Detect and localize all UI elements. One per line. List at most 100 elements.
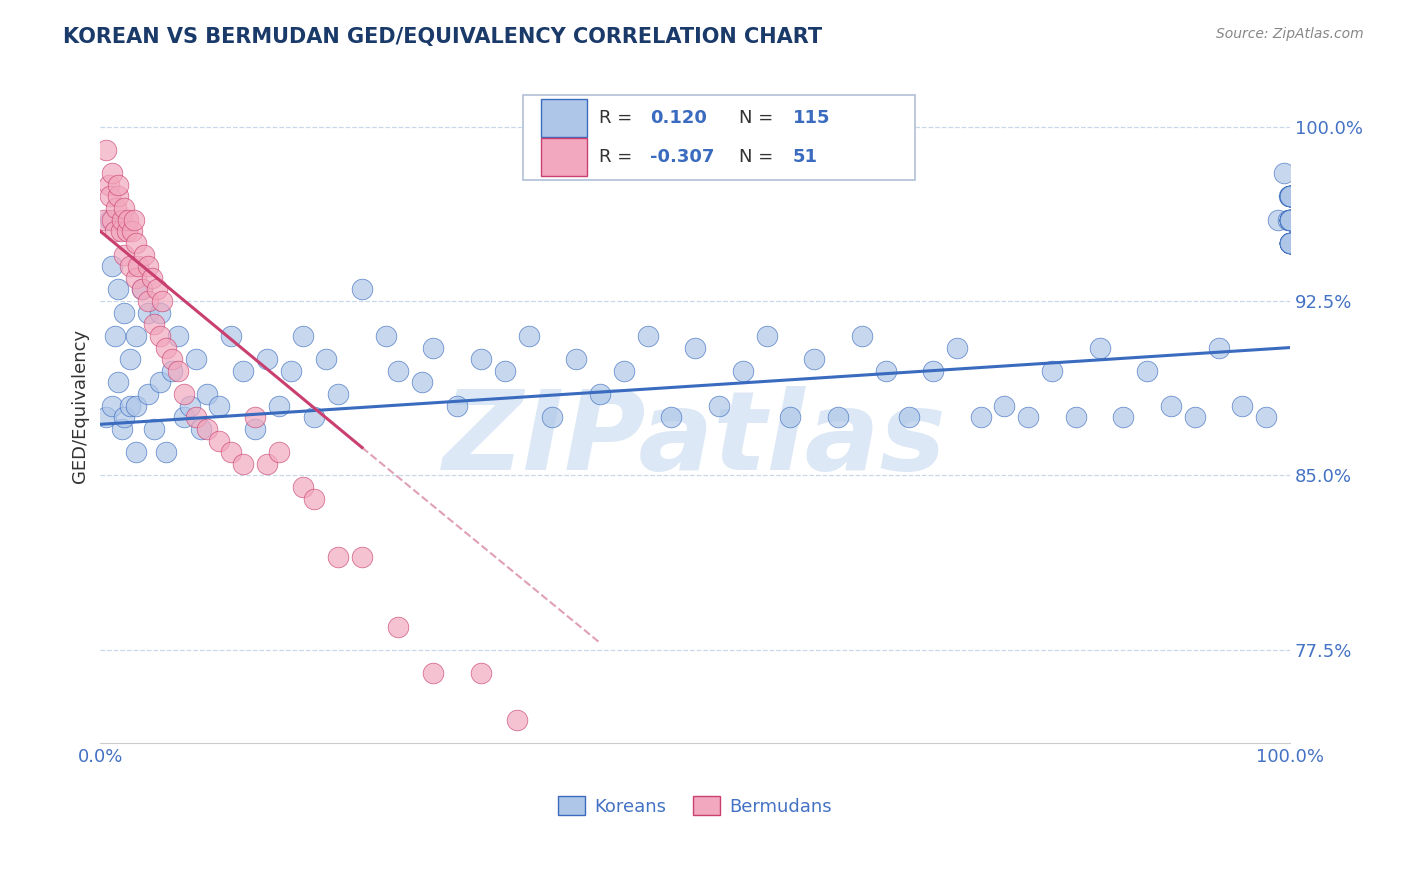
FancyBboxPatch shape (540, 138, 586, 176)
Point (422, 666, 444, 681)
Point (179, 399, 201, 413)
Point (1064, 410, 1087, 425)
Point (946, 341, 969, 355)
Point (155, 341, 177, 355)
Point (146, 282, 169, 296)
Point (374, 329, 396, 343)
Text: -0.307: -0.307 (650, 148, 714, 166)
Point (875, 364, 897, 378)
Point (111, 422, 134, 436)
Text: 51: 51 (793, 148, 818, 166)
Point (1112, 410, 1135, 425)
Point (125, 399, 148, 413)
FancyBboxPatch shape (540, 99, 586, 137)
Point (112, 201, 135, 215)
Point (1279, 212, 1302, 227)
Point (1279, 189, 1302, 203)
Point (160, 364, 183, 378)
Point (1279, 212, 1302, 227)
Point (219, 445, 242, 459)
Point (104, 329, 127, 343)
Point (411, 376, 433, 390)
Point (125, 235, 148, 250)
Legend: Koreans, Bermudans: Koreans, Bermudans (551, 789, 839, 822)
Text: Source: ZipAtlas.com: Source: ZipAtlas.com (1216, 27, 1364, 41)
Point (136, 259, 159, 273)
Point (387, 364, 409, 378)
Point (120, 399, 142, 413)
Point (291, 329, 314, 343)
Point (613, 364, 636, 378)
Point (470, 352, 492, 367)
Point (803, 352, 825, 367)
Point (149, 376, 172, 390)
Point (1267, 212, 1289, 227)
Point (1279, 235, 1302, 250)
Text: N =: N = (740, 109, 779, 128)
Point (1279, 212, 1302, 227)
FancyBboxPatch shape (523, 95, 915, 180)
Point (120, 259, 142, 273)
Point (197, 422, 219, 436)
Point (104, 201, 127, 215)
Point (541, 410, 564, 425)
Point (755, 329, 778, 343)
Point (494, 364, 516, 378)
Point (149, 329, 172, 343)
Point (98, 212, 121, 227)
Point (1279, 189, 1302, 203)
Point (827, 410, 849, 425)
Point (1017, 410, 1039, 425)
Point (96, 410, 118, 425)
Point (291, 480, 314, 494)
Point (1256, 410, 1278, 425)
Point (131, 282, 153, 296)
Point (190, 422, 212, 436)
Point (731, 364, 754, 378)
Point (267, 399, 290, 413)
Point (304, 491, 326, 506)
Point (1279, 212, 1302, 227)
Point (107, 178, 129, 192)
Point (107, 376, 129, 390)
Point (1279, 235, 1302, 250)
Point (122, 212, 145, 227)
Point (1279, 235, 1302, 250)
Point (160, 352, 183, 367)
Point (1232, 399, 1254, 413)
Point (1088, 341, 1111, 355)
Point (110, 224, 132, 238)
Point (1279, 235, 1302, 250)
Point (1279, 235, 1302, 250)
Point (267, 445, 290, 459)
Point (243, 422, 266, 436)
Point (1279, 212, 1302, 227)
Point (922, 364, 945, 378)
Point (208, 434, 231, 448)
Point (1136, 364, 1159, 378)
Point (506, 713, 529, 727)
Point (1184, 410, 1206, 425)
Point (243, 410, 266, 425)
Point (131, 282, 153, 296)
Point (1279, 212, 1302, 227)
Point (1279, 189, 1302, 203)
Point (1279, 212, 1302, 227)
Point (898, 410, 921, 425)
Text: R =: R = (599, 109, 638, 128)
Point (851, 329, 873, 343)
Point (1279, 235, 1302, 250)
Point (1279, 235, 1302, 250)
Point (517, 329, 540, 343)
Point (637, 329, 659, 343)
Text: ZIPatlas: ZIPatlas (443, 386, 948, 493)
Point (1279, 189, 1302, 203)
Point (101, 166, 124, 180)
Point (101, 212, 124, 227)
Point (1277, 212, 1299, 227)
Point (96, 143, 118, 157)
Point (446, 399, 468, 413)
Point (127, 259, 149, 273)
Point (328, 549, 350, 564)
Point (149, 306, 172, 320)
